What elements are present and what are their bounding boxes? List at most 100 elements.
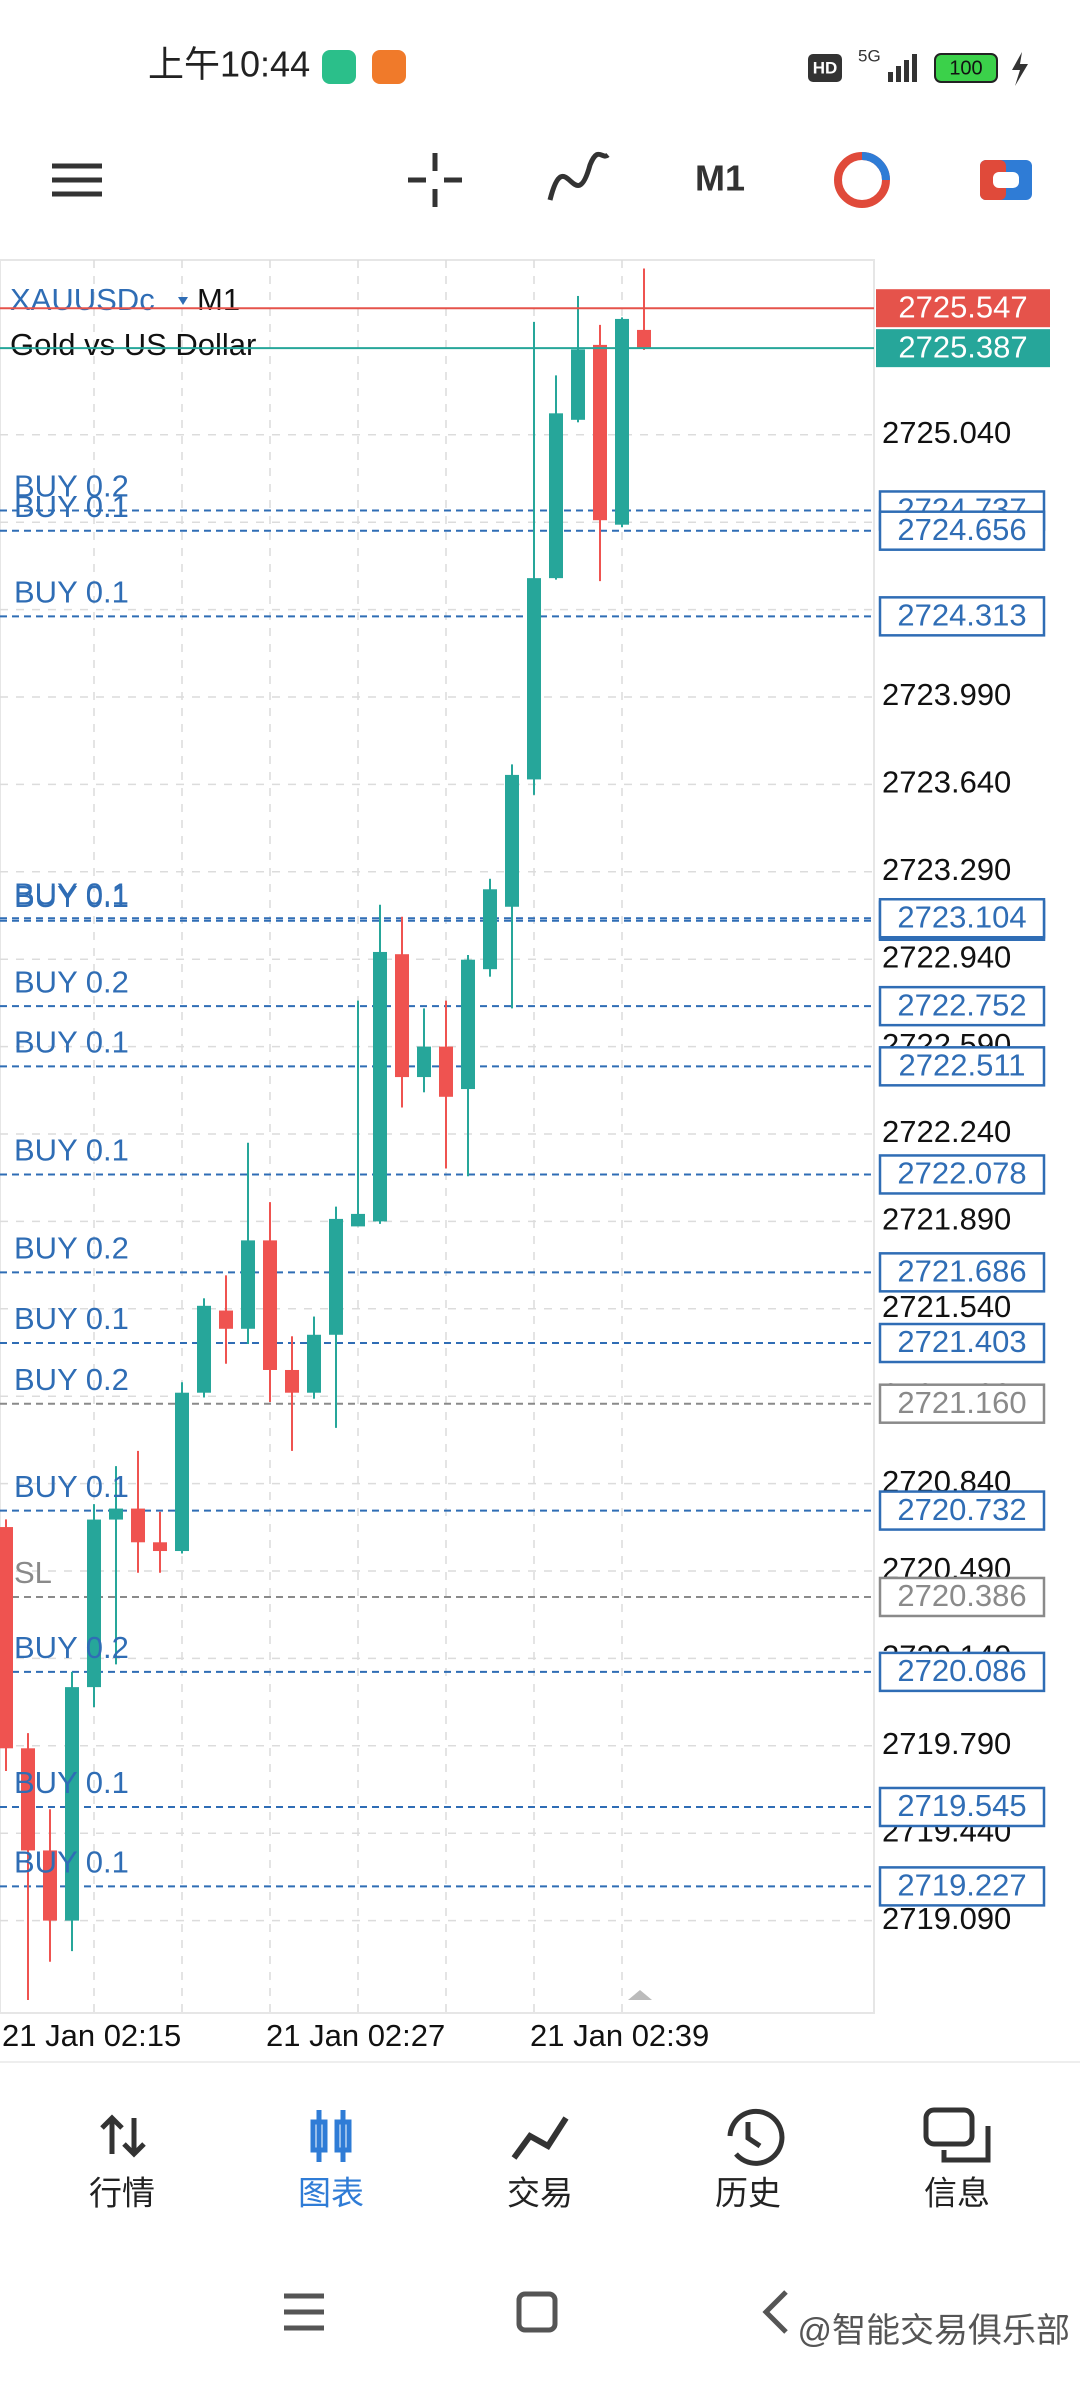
level-name: BUY 0.2 bbox=[14, 469, 129, 504]
level-box bbox=[878, 1651, 1046, 1693]
candle-body bbox=[263, 1240, 277, 1370]
tab-icon-history bbox=[727, 2108, 785, 2166]
y-tick-label: 2721.890 bbox=[882, 1202, 1011, 1237]
candle-body bbox=[637, 329, 651, 349]
network-text: 5G bbox=[858, 46, 881, 65]
level-name: SL bbox=[14, 1555, 52, 1590]
level-price: 2721.160 bbox=[897, 1385, 1026, 1420]
y-tick-label: 2719.790 bbox=[882, 1726, 1011, 1761]
candle-body bbox=[219, 1310, 233, 1329]
candle-body bbox=[285, 1369, 299, 1393]
tab-label[interactable]: 行情 bbox=[89, 2175, 155, 2212]
candle-body bbox=[571, 349, 585, 420]
level-name: BUY 0.1 bbox=[14, 879, 129, 914]
candle-body bbox=[527, 578, 541, 780]
plot-area bbox=[0, 259, 875, 2014]
x-tick-label: 21 Jan 02:39 bbox=[530, 2018, 709, 2053]
level-price: 2719.545 bbox=[897, 1788, 1026, 1823]
chart bbox=[0, 259, 875, 2014]
level-price: 2722.752 bbox=[897, 987, 1026, 1022]
objects-button-part bbox=[861, 152, 890, 181]
candle-body bbox=[131, 1508, 145, 1543]
level-box bbox=[878, 1154, 1046, 1195]
candle-body bbox=[241, 1240, 255, 1329]
y-tick-label: 2722.240 bbox=[882, 1114, 1011, 1149]
candle-body bbox=[549, 413, 563, 579]
battery-text: 100 bbox=[949, 57, 982, 79]
status-time: 上午10:44 bbox=[148, 44, 310, 85]
candle-body bbox=[0, 1527, 13, 1749]
candle-body bbox=[153, 1542, 167, 1552]
level-name: BUY 0.1 bbox=[14, 1765, 129, 1800]
candle-body bbox=[505, 774, 519, 907]
trade-button-part bbox=[993, 172, 1019, 188]
level-price: 2724.313 bbox=[897, 598, 1026, 633]
candle-body bbox=[373, 951, 387, 1222]
chart-timeframe: M1 bbox=[197, 282, 240, 317]
candle-body bbox=[43, 1850, 57, 1921]
y-tick-label: 2725.040 bbox=[882, 415, 1011, 450]
watermark: @智能交易俱乐部 bbox=[797, 2312, 1070, 2350]
level-name: BUY 0.2 bbox=[14, 1231, 129, 1266]
level-box bbox=[878, 1046, 1046, 1087]
x-tick-label: 21 Jan 02:27 bbox=[266, 2018, 445, 2053]
level-name: BUY 0.1 bbox=[14, 1133, 129, 1168]
tab-icon-trade bbox=[511, 2116, 569, 2160]
symbol-menu-arrow[interactable] bbox=[178, 297, 188, 305]
candle-body bbox=[109, 1508, 123, 1520]
level-box bbox=[878, 1490, 1046, 1531]
nav-menu[interactable] bbox=[284, 2293, 324, 2331]
candle-body bbox=[307, 1334, 321, 1393]
level-name: BUY 0.1 bbox=[14, 1845, 129, 1880]
candle-body bbox=[65, 1687, 79, 1921]
crosshair-button[interactable] bbox=[408, 153, 462, 207]
tab-icon-quotes bbox=[100, 2114, 146, 2158]
bid-box bbox=[876, 329, 1050, 368]
status-icon bbox=[322, 50, 356, 84]
level-box bbox=[878, 897, 1046, 939]
tab-icon-messages bbox=[923, 2107, 991, 2163]
level-price: 2722.078 bbox=[897, 1156, 1026, 1191]
candle-body bbox=[439, 1046, 453, 1097]
y-tick-label: 2723.990 bbox=[882, 677, 1011, 712]
candle-body bbox=[593, 344, 607, 521]
bid-price: 2725.387 bbox=[898, 329, 1027, 364]
tab-label[interactable]: 历史 bbox=[715, 2175, 781, 2212]
tab-label[interactable]: 交易 bbox=[507, 2175, 573, 2212]
level-price: 2721.403 bbox=[897, 1324, 1026, 1359]
level-price: 2722.511 bbox=[899, 1048, 1026, 1083]
candle-body bbox=[87, 1519, 101, 1688]
level-box bbox=[878, 1252, 1046, 1293]
scroll-marker bbox=[628, 1990, 652, 2000]
level-name: BUY 0.2 bbox=[14, 1630, 129, 1665]
level-price: 2719.227 bbox=[897, 1868, 1026, 1903]
tab-label[interactable]: 信息 bbox=[924, 2175, 990, 2212]
level-name: BUY 0.2 bbox=[14, 964, 129, 999]
hd-badge bbox=[808, 54, 842, 82]
level-box bbox=[878, 985, 1046, 1027]
chart-symbol: XAUUSDc bbox=[10, 282, 155, 317]
candle-body bbox=[615, 318, 629, 525]
y-tick-label: 2723.290 bbox=[882, 852, 1011, 887]
level-price: 2720.386 bbox=[897, 1578, 1026, 1613]
level-name: BUY 0.2 bbox=[14, 1362, 129, 1397]
level-name: BUY 0.1 bbox=[14, 575, 129, 610]
hd-text: HD bbox=[813, 58, 838, 77]
nav-back[interactable] bbox=[762, 2290, 788, 2334]
tab-label[interactable]: 图表 bbox=[298, 2175, 364, 2212]
battery bbox=[934, 53, 998, 83]
status-icon bbox=[372, 50, 406, 84]
level-name: BUY 0.1 bbox=[14, 876, 129, 911]
nav-home[interactable] bbox=[516, 2291, 558, 2333]
candle-body bbox=[197, 1305, 211, 1393]
level-name: BUY 0.1 bbox=[14, 1301, 129, 1336]
menu-button[interactable] bbox=[52, 163, 102, 197]
timeframe-button[interactable]: M1 bbox=[695, 158, 745, 199]
ask-price: 2725.547 bbox=[898, 289, 1027, 324]
indicators-button[interactable] bbox=[547, 151, 610, 201]
level-price: 2720.732 bbox=[897, 1492, 1026, 1527]
level-price: 2723.104 bbox=[897, 899, 1026, 934]
candle-body bbox=[329, 1218, 343, 1335]
